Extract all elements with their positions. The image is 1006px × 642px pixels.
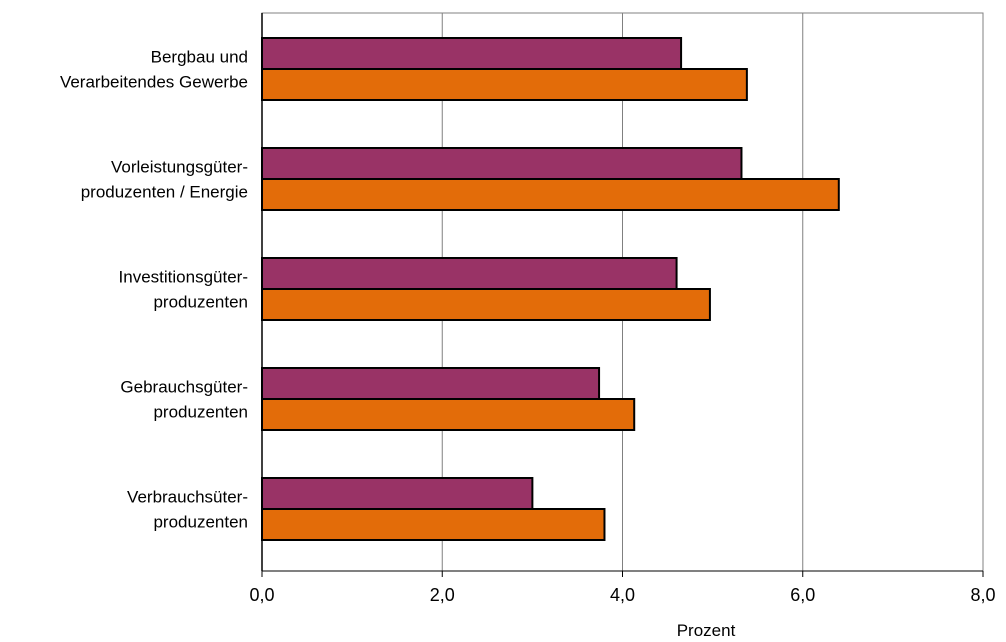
category-label: Vorleistungsgüter- [111,158,248,177]
category-label: Bergbau und [151,48,248,67]
bar-series-2 [261,68,748,101]
category-label: Verarbeitendes Gewerbe [60,73,248,92]
bar-series-2 [261,178,840,211]
x-tick-label: 6,0 [790,585,815,605]
bars [261,37,840,541]
category-label: produzenten [153,513,248,532]
bar-series-1 [261,367,601,400]
bar-series-1 [261,257,678,290]
category-label: Gebrauchsgüter- [120,378,248,397]
category-label: Investitionsgüter- [119,268,248,287]
category-label: Verbrauchsüter- [127,488,248,507]
x-tick-label: 4,0 [610,585,635,605]
x-tick-label: 8,0 [970,585,995,605]
x-tick-label: 2,0 [430,585,455,605]
bar-series-1 [261,477,534,510]
bar-series-2 [261,508,606,541]
category-label: produzenten / Energie [81,183,248,202]
category-label: produzenten [153,293,248,312]
x-axis-title: Prozent [677,621,736,640]
bar-series-2 [261,288,711,321]
category-labels: Bergbau und Verarbeitendes Gewerbe Vorleis… [60,48,248,532]
x-tick-labels: 0,0 2,0 4,0 6,0 8,0 [249,571,996,605]
bar-series-2 [261,398,636,431]
bar-series-1 [261,37,683,70]
category-label: produzenten [153,403,248,422]
bar-series-1 [261,147,743,180]
x-tick-label: 0,0 [249,585,274,605]
